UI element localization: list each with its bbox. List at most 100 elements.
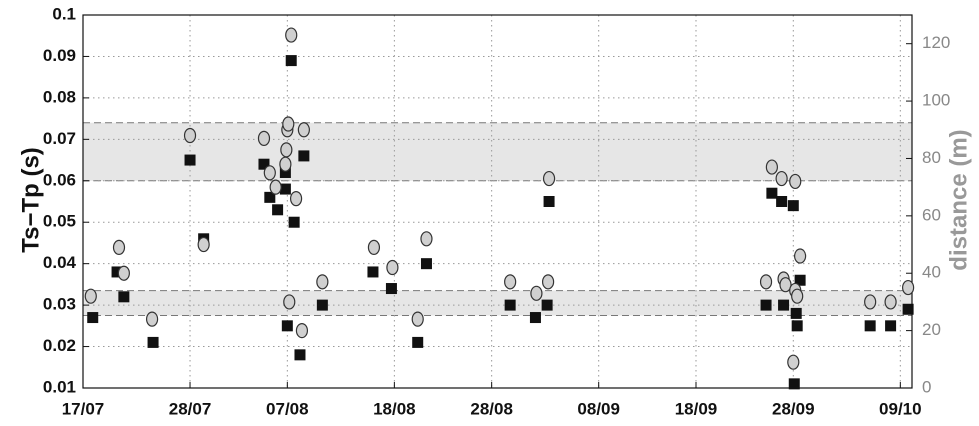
square-point [272, 204, 284, 216]
square-point [294, 349, 306, 361]
circle-point [183, 127, 197, 144]
square-point [264, 191, 276, 203]
y-tick-label: 0.07 [43, 129, 76, 148]
y-axis-title: Ts−Tp (s) [17, 147, 44, 253]
circle-point [541, 274, 555, 290]
y-tick-label: 0.1 [52, 4, 76, 23]
square-point [790, 307, 802, 319]
square-point [794, 274, 806, 286]
square-point [412, 336, 424, 348]
y-tick-label: 0.08 [43, 87, 76, 106]
y2-tick-label: 60 [922, 205, 941, 224]
circle-point [367, 239, 381, 256]
x-tick-label: 17/07 [62, 399, 105, 418]
circle-point [794, 248, 807, 264]
square-point [529, 312, 541, 324]
x-tick-label: 07/08 [266, 399, 309, 418]
circle-point [257, 130, 271, 146]
x-tick-label: 28/09 [772, 399, 815, 418]
circle-point [789, 173, 802, 190]
x-tick-label: 18/08 [373, 399, 416, 418]
square-point [766, 187, 778, 199]
square-point [298, 150, 310, 162]
y-tick-label: 0.05 [43, 212, 76, 231]
circle-point [84, 288, 97, 304]
square-point [791, 320, 803, 332]
circle-point [791, 288, 804, 304]
square-point [258, 158, 270, 170]
plot-frame [82, 14, 913, 389]
circle-point [884, 294, 897, 310]
circle-point [263, 165, 276, 181]
circle-point [420, 231, 433, 247]
circle-point [902, 279, 915, 296]
square-point [902, 303, 914, 315]
y-tick-label: 0.09 [43, 46, 76, 65]
circle-point [112, 239, 126, 256]
circle-point [759, 274, 773, 290]
circle-point [280, 142, 293, 158]
circle-point [289, 191, 303, 207]
circle-point [145, 311, 159, 327]
plot-area [83, 15, 912, 388]
x-tick-label: 08/09 [577, 399, 620, 418]
circle-point [283, 294, 296, 310]
square-point [760, 299, 772, 311]
y-tick-label: 0.03 [43, 295, 76, 314]
square-point [118, 291, 130, 303]
square-point [788, 378, 800, 390]
circle-point [787, 354, 800, 370]
x-tick-label: 18/09 [675, 399, 718, 418]
square-point [864, 320, 876, 332]
circle-point [279, 156, 292, 172]
circle-point [269, 179, 282, 195]
square-point [279, 183, 291, 195]
square-point [541, 299, 553, 311]
circle-point [864, 294, 877, 310]
x-tick-label: 28/08 [470, 399, 513, 418]
square-point [316, 299, 328, 311]
y2-tick-label: 0 [922, 377, 931, 396]
y-tick-label: 0.02 [43, 336, 76, 355]
circle-point [282, 116, 295, 132]
circle-point [297, 122, 310, 138]
y2-tick-label: 40 [922, 263, 941, 282]
circle-point [530, 285, 543, 301]
square-point [288, 216, 300, 228]
circle-point [411, 311, 424, 327]
circle-point [765, 159, 778, 175]
band [83, 290, 912, 316]
square-point [111, 266, 123, 278]
circle-point [316, 274, 329, 290]
circle-point [779, 277, 792, 293]
y2-tick-label: 120 [922, 33, 950, 52]
square-point [776, 196, 788, 207]
circle-point [295, 323, 309, 339]
y-tick-label: 0.06 [43, 170, 76, 189]
square-point [778, 299, 790, 311]
y2-tick-label: 80 [922, 148, 941, 167]
circle-point [775, 170, 788, 187]
y-tick-label: 0.04 [43, 253, 77, 272]
y2-tick-label: 20 [922, 320, 941, 339]
square-point [787, 200, 799, 212]
square-point [87, 312, 99, 324]
circle-point [197, 236, 210, 253]
square-point [184, 154, 196, 166]
circle-point [386, 259, 399, 276]
square-point [285, 55, 297, 67]
y-tick-label: 0.01 [43, 377, 76, 396]
square-point [885, 320, 897, 332]
circle-point [504, 274, 517, 290]
square-point [279, 166, 291, 178]
band [83, 122, 912, 181]
x-tick-label: 28/07 [169, 399, 212, 418]
square-point [543, 196, 555, 207]
x-tick-label: 09/10 [879, 399, 922, 418]
square-point [385, 283, 397, 295]
square-point [281, 320, 293, 332]
circle-point [285, 27, 298, 43]
circle-point [117, 265, 130, 281]
y2-axis-title: distance (m) [945, 129, 972, 270]
